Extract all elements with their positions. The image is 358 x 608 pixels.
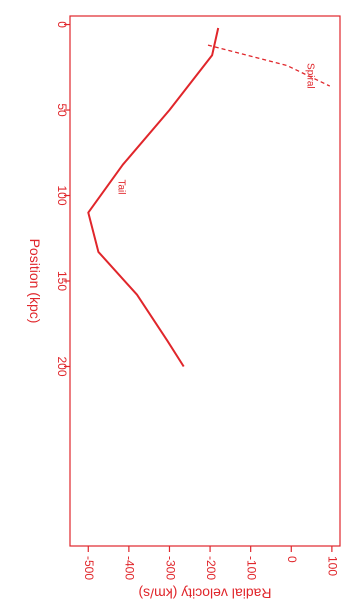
y-tick-label: -200: [204, 556, 218, 580]
y-tick-label: 0: [285, 556, 299, 563]
x-tick-label: 150: [55, 271, 69, 291]
y-tick-label: -400: [123, 556, 137, 580]
x-tick-label: 200: [55, 356, 69, 376]
x-axis-label: Position (kpc): [27, 239, 43, 324]
series-line-tail: [87, 27, 220, 368]
y-tick-label: -500: [82, 556, 96, 580]
x-axis: 0 50 100 150 200: [55, 21, 70, 377]
y-tick-label: -100: [245, 556, 259, 580]
annotation-tail: Tail: [116, 179, 127, 194]
series-line-spiral: [207, 44, 331, 87]
x-tick-label: 100: [55, 186, 69, 206]
y-axis: 100 0 -100 -200 -300 -400 -500: [82, 546, 340, 580]
y-axis-label: Radial velocity (km/s): [138, 585, 271, 601]
x-tick-label: 0: [55, 21, 69, 28]
y-tick-label: 100: [326, 556, 340, 576]
y-tick-label: -300: [163, 556, 177, 580]
annotation-spiral: Spiral: [305, 63, 316, 89]
x-tick-label: 50: [55, 103, 69, 117]
series-layer: [87, 27, 331, 368]
annotation-layer: Tail Spiral: [116, 63, 316, 194]
